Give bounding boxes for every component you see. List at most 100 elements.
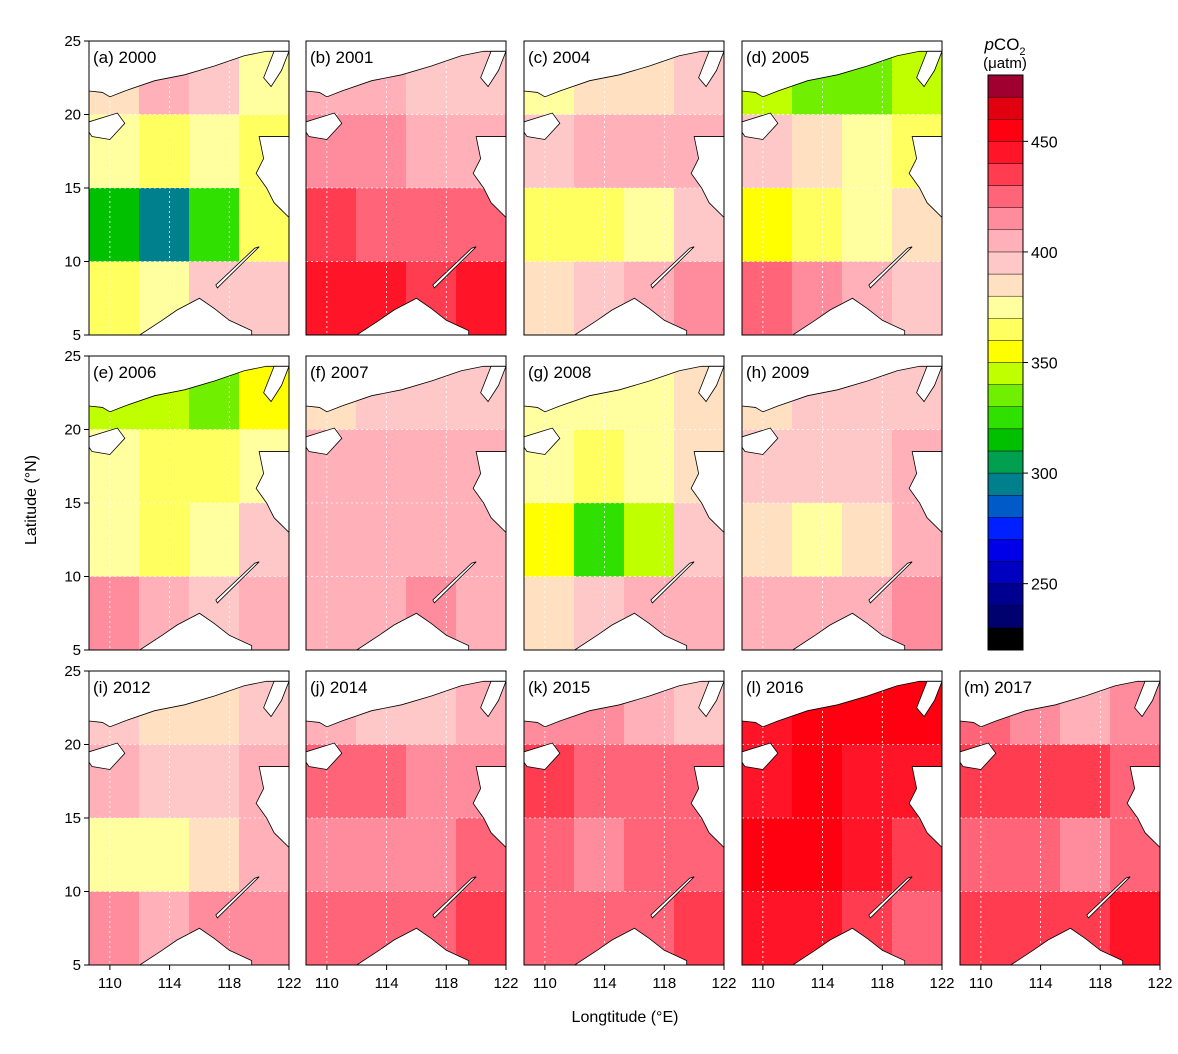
- land: [742, 671, 942, 728]
- colorbar-band: [987, 295, 1024, 319]
- x-tick-label: 122: [276, 975, 301, 992]
- panel: [89, 356, 289, 650]
- panel-label: (g) 2008: [528, 363, 591, 382]
- x-tick-label: 110: [98, 975, 122, 992]
- x-tick-label: 122: [493, 975, 518, 992]
- land: [263, 680, 289, 718]
- panel-label: (d) 2005: [746, 48, 809, 67]
- pco2-cell: [306, 188, 357, 262]
- pco2-cell: [239, 891, 289, 965]
- pco2-cell: [456, 261, 506, 335]
- land: [524, 742, 561, 770]
- panel-label: (i) 2012: [93, 678, 151, 697]
- pco2-cell: [892, 891, 942, 965]
- pco2-cell: [842, 818, 893, 892]
- y-tick-label: 5: [73, 327, 81, 344]
- colorbar-band: [987, 384, 1024, 407]
- y-tick-label: 15: [64, 180, 81, 197]
- pco2-cell: [139, 114, 190, 189]
- colorbar-band: [987, 627, 1024, 651]
- colorbar-title-sub: 2: [1019, 46, 1025, 58]
- panel: [306, 356, 506, 650]
- panel-label: (a) 2000: [93, 48, 156, 67]
- colorbar-band: [987, 362, 1024, 385]
- pco2-cell: [139, 503, 190, 577]
- colorbar-tick-label: 250: [1031, 577, 1058, 594]
- panel-frame: [523, 670, 725, 966]
- pco2-cell: [356, 114, 407, 189]
- land: [89, 41, 289, 98]
- land: [574, 927, 688, 965]
- land: [89, 671, 289, 728]
- pco2-cell: [406, 429, 457, 504]
- panel: [306, 671, 506, 965]
- pco2-cell: [306, 576, 357, 650]
- pco2-cell: [356, 818, 407, 892]
- y-tick-label: 10: [64, 254, 81, 271]
- land: [89, 356, 289, 413]
- pco2-cell: [792, 503, 843, 577]
- land: [139, 612, 253, 650]
- land: [1134, 680, 1160, 718]
- land: [89, 427, 126, 455]
- pco2-cell: [239, 576, 289, 650]
- land: [263, 365, 289, 403]
- land: [908, 451, 942, 533]
- pco2-cell: [574, 114, 625, 189]
- pco2-cell: [189, 744, 240, 819]
- pco2-cell: [674, 891, 724, 965]
- land: [650, 561, 695, 604]
- land: [472, 766, 506, 848]
- pco2-cell: [524, 818, 575, 892]
- land: [698, 50, 724, 88]
- pco2-cell: [306, 503, 357, 577]
- panel-frame: [741, 40, 943, 336]
- x-tick-label: 122: [929, 975, 954, 992]
- pco2-cell: [139, 429, 190, 504]
- pco2-cell: [1060, 744, 1111, 819]
- pco2-cell: [139, 818, 190, 892]
- panel-frame: [741, 670, 943, 966]
- land: [524, 671, 724, 728]
- land: [306, 112, 343, 140]
- y-tick-label: 20: [64, 107, 81, 124]
- land: [690, 136, 724, 218]
- y-tick-label: 5: [73, 957, 81, 974]
- pco2-cell: [1010, 744, 1061, 819]
- pco2-cell: [139, 188, 190, 262]
- colorbar-band: [987, 583, 1024, 606]
- colorbar-band: [987, 141, 1024, 164]
- x-tick-label: 118: [652, 975, 676, 992]
- y-tick-label: 15: [64, 810, 81, 827]
- colorbar-band: [987, 340, 1024, 363]
- panel: [524, 356, 724, 650]
- panel: [742, 41, 942, 335]
- pco2-cell: [574, 429, 625, 504]
- land: [480, 365, 506, 403]
- panel-frame: [305, 355, 507, 651]
- land: [524, 112, 561, 140]
- colorbar-band: [987, 207, 1024, 231]
- pco2-cell: [406, 114, 457, 189]
- x-tick-label: 118: [870, 975, 894, 992]
- x-tick-label: 122: [1147, 975, 1172, 992]
- land: [960, 742, 997, 770]
- colorbar-title-italic: p: [983, 35, 993, 54]
- pco2-cell: [239, 261, 289, 335]
- land: [255, 766, 289, 848]
- land: [215, 561, 260, 604]
- colorbar-band: [987, 605, 1024, 629]
- land: [306, 41, 506, 98]
- pco2-cell: [356, 503, 407, 577]
- land: [306, 742, 343, 770]
- pco2-cell: [892, 576, 942, 650]
- pco2-cell: [624, 429, 675, 504]
- x-tick-label: 114: [158, 975, 182, 992]
- land: [306, 427, 343, 455]
- land: [356, 927, 470, 965]
- land: [698, 680, 724, 718]
- pco2-cell: [742, 188, 793, 262]
- land: [215, 246, 260, 289]
- land: [960, 671, 1160, 728]
- pco2-cell: [742, 818, 793, 892]
